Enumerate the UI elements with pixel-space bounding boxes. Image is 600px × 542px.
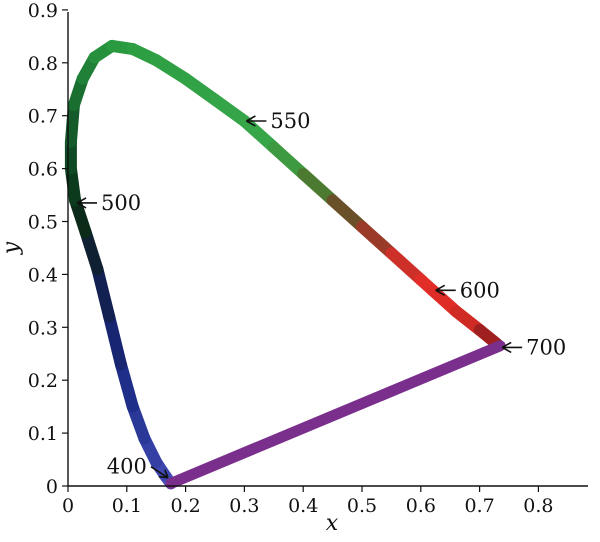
annotations: 550 500 600 700 400 [76, 109, 566, 479]
plot-lines [64, 39, 506, 490]
series-0-segment [209, 93, 251, 127]
annotation-arrow [150, 466, 169, 479]
series-0-segment [103, 310, 127, 371]
y-tick-label: 0.5 [28, 212, 58, 234]
series-0-segment [326, 194, 368, 233]
series-0-segment [64, 99, 80, 149]
y-tick-label: 0.1 [28, 423, 58, 445]
x-tick-label: 0.2 [170, 495, 200, 517]
annotation-500: 500 [76, 191, 141, 215]
y-tick-label: 0.9 [28, 0, 58, 22]
x-ticks: 0 0.1 0.2 0.3 0.4 0.5 0.6 0.7 0.8 [62, 486, 554, 517]
series-0-segment [267, 141, 310, 180]
series-1-segment [165, 340, 506, 489]
y-ticks: 0 0.1 0.2 0.3 0.4 0.5 0.6 0.7 0.8 0.9 [28, 0, 68, 498]
annotation-label: 550 [270, 109, 310, 133]
y-tick-label: 0 [46, 476, 58, 498]
annotation-label: 700 [526, 335, 566, 359]
y-axis-title: y [0, 241, 24, 255]
y-tick-label: 0.2 [28, 370, 58, 392]
annotation-400: 400 [107, 455, 169, 479]
x-axis-title: x [326, 511, 339, 536]
annotation-600: 600 [435, 278, 500, 302]
series-0-segment [91, 263, 116, 323]
annotation-700: 700 [501, 335, 566, 359]
annotation-550: 550 [246, 109, 310, 133]
x-tick-label: 0.5 [347, 495, 377, 517]
series-0-segment [238, 115, 280, 154]
y-tick-label: 0.8 [28, 53, 58, 75]
y-tick-label: 0.4 [28, 264, 58, 286]
x-tick-label: 0.3 [229, 495, 259, 517]
annotation-arrowhead [246, 115, 256, 127]
series-0-segment [179, 72, 221, 106]
annotation-arrowhead [435, 284, 446, 296]
x-tick-label: 0.8 [523, 495, 553, 517]
annotation-arrowhead [501, 341, 512, 354]
axes [67, 12, 588, 487]
series-0-segment [385, 247, 427, 286]
series-0-segment [356, 220, 398, 260]
annotation-arrowhead [158, 469, 169, 479]
x-tick-label: 0.1 [112, 495, 142, 517]
series-0-segment [297, 167, 339, 207]
x-tick-label: 0.6 [406, 495, 436, 517]
y-tick-label: 0.3 [28, 317, 58, 339]
y-tick-label: 0.7 [28, 106, 58, 128]
annotation-label: 500 [101, 191, 141, 215]
annotation-label: 600 [460, 278, 500, 302]
annotation-arrowhead [76, 197, 87, 209]
y-tick-label: 0.6 [28, 159, 58, 181]
series-0-segment [114, 358, 139, 413]
series-0-segment [79, 226, 104, 276]
x-tick-label: 0.7 [464, 495, 494, 517]
x-tick-label: 0.4 [288, 495, 318, 517]
series-0-segment [473, 323, 504, 351]
x-tick-label: 0 [62, 495, 74, 517]
annotation-label: 400 [107, 455, 147, 479]
